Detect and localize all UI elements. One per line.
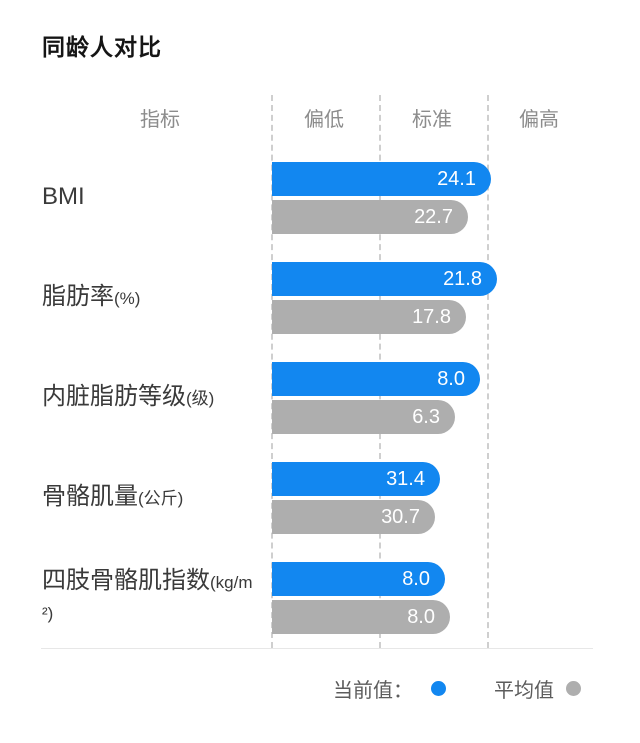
column-header-high: 偏高 [519, 109, 559, 131]
metric-label: 四肢骨骼肌指数(kg/m²) [42, 562, 262, 634]
average-value-bar: 6.3 [272, 400, 455, 434]
current-value-label: 8.0 [437, 367, 465, 390]
column-header-low: 偏低 [304, 109, 344, 131]
metric-unit: (级) [186, 388, 215, 408]
current-value-label: 31.4 [386, 467, 425, 490]
metric-row: 骨骼肌量(公斤) 31.4 30.7 [0, 462, 640, 534]
metric-name: 脂肪率 [42, 282, 114, 310]
current-value-label: 8.0 [402, 567, 430, 590]
current-value-bar: 8.0 [272, 362, 480, 396]
column-header-standard: 标准 [412, 109, 452, 131]
average-value-bar: 30.7 [272, 500, 435, 534]
metric-name: BMI [42, 182, 85, 210]
current-value-label: 21.8 [443, 267, 482, 290]
metric-name: 骨骼肌量 [42, 482, 138, 510]
current-value-label: 24.1 [437, 167, 476, 190]
metric-label: BMI [42, 162, 262, 234]
metric-name: 内脏脂肪等级 [42, 382, 186, 410]
current-value-bar: 31.4 [272, 462, 440, 496]
legend-current-label: 当前值： [333, 680, 413, 702]
average-value-label: 30.7 [381, 505, 420, 528]
legend-average-dot-icon [566, 681, 581, 696]
current-value-bar: 24.1 [272, 162, 491, 196]
metric-unit: (kg/m²) [42, 573, 253, 623]
metric-label: 脂肪率(%) [42, 262, 262, 334]
metric-label: 骨骼肌量(公斤) [42, 462, 262, 534]
zone-divider-high [487, 95, 489, 648]
bar-group: 8.0 8.0 [272, 562, 450, 634]
legend-current-dot-icon [431, 681, 446, 696]
metric-row: 四肢骨骼肌指数(kg/m²) 8.0 8.0 [0, 562, 640, 634]
current-value-bar: 8.0 [272, 562, 445, 596]
average-value-bar: 17.8 [272, 300, 466, 334]
average-value-label: 17.8 [412, 305, 451, 328]
metric-row: BMI 24.1 22.7 [0, 162, 640, 234]
bar-group: 31.4 30.7 [272, 462, 440, 534]
average-value-bar: 8.0 [272, 600, 450, 634]
page-title: 同龄人对比 [42, 34, 162, 60]
metric-row: 脂肪率(%) 21.8 17.8 [0, 262, 640, 334]
metric-label: 内脏脂肪等级(级) [42, 362, 262, 434]
bar-group: 21.8 17.8 [272, 262, 497, 334]
metric-row: 内脏脂肪等级(级) 8.0 6.3 [0, 362, 640, 434]
average-value-label: 22.7 [414, 205, 453, 228]
column-header-metric: 指标 [140, 109, 180, 131]
metric-name: 四肢骨骼肌指数 [42, 567, 210, 594]
bar-group: 24.1 22.7 [272, 162, 491, 234]
current-value-bar: 21.8 [272, 262, 497, 296]
average-value-bar: 22.7 [272, 200, 468, 234]
metric-unit: (%) [114, 288, 141, 308]
metric-unit: (公斤) [138, 488, 184, 508]
bottom-separator [41, 648, 593, 649]
legend-average-label: 平均值 [494, 680, 554, 702]
bar-group: 8.0 6.3 [272, 362, 480, 434]
legend: 当前值： 平均值 [333, 674, 581, 703]
average-value-label: 6.3 [412, 405, 440, 428]
average-value-label: 8.0 [407, 605, 435, 628]
